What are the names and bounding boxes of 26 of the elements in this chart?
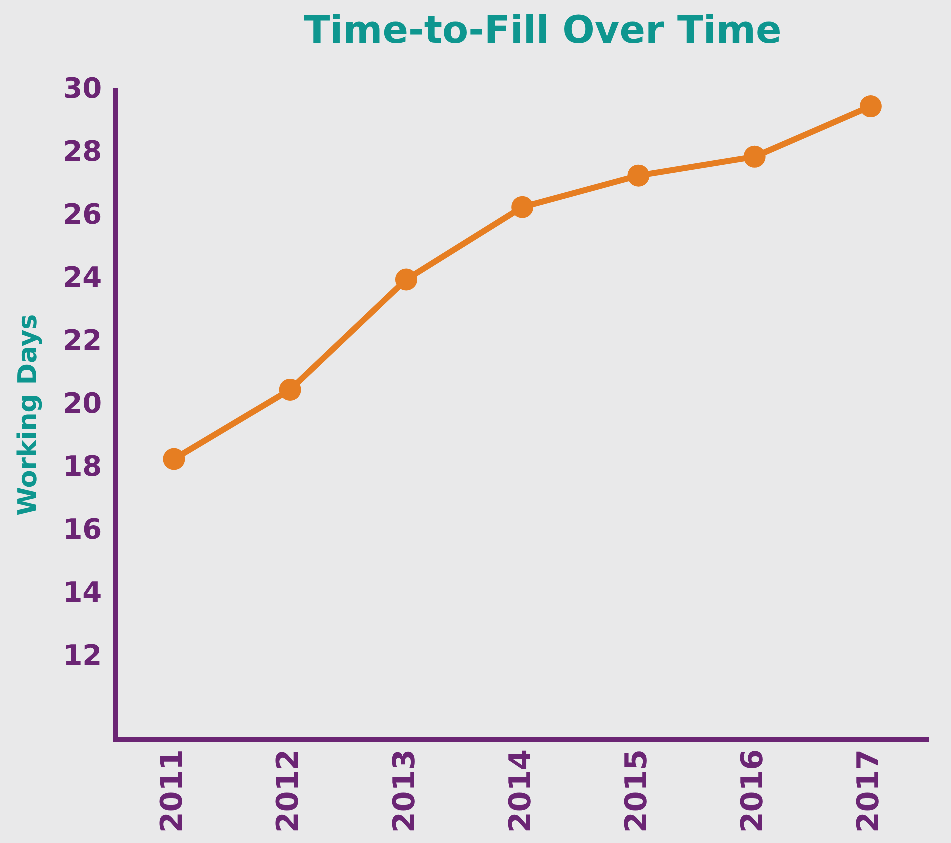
y-tick-label: 24 [63,261,102,294]
x-tick-label: 2017 [852,750,887,834]
y-tick-label: 12 [63,638,102,672]
point [512,196,534,218]
x-tick-label: 2014 [503,750,538,834]
y-axis-title: Working Days [13,314,44,516]
y-tick-label: 14 [63,576,102,609]
y-tick-label: 20 [63,386,102,420]
y-tick-label: 26 [63,198,102,232]
y-tick-label: 30 [63,72,102,106]
y-tick-label: 22 [63,324,102,358]
point [395,268,418,291]
point [628,164,650,187]
y-tick-label: 18 [63,450,102,483]
y-tick-label: 28 [63,135,102,168]
y-tick-label: 16 [63,512,102,546]
chart-title: Time-to-Fill Over Time [303,8,783,52]
x-tick-label: 2011 [155,750,190,834]
point [744,146,766,168]
x-tick-label: 2012 [271,750,306,834]
point [163,448,186,470]
x-tick-label: 2015 [620,750,654,834]
point [860,96,882,118]
x-tick-label: 2013 [387,750,422,834]
x-tick-label: 2016 [736,750,771,834]
point [279,378,302,401]
